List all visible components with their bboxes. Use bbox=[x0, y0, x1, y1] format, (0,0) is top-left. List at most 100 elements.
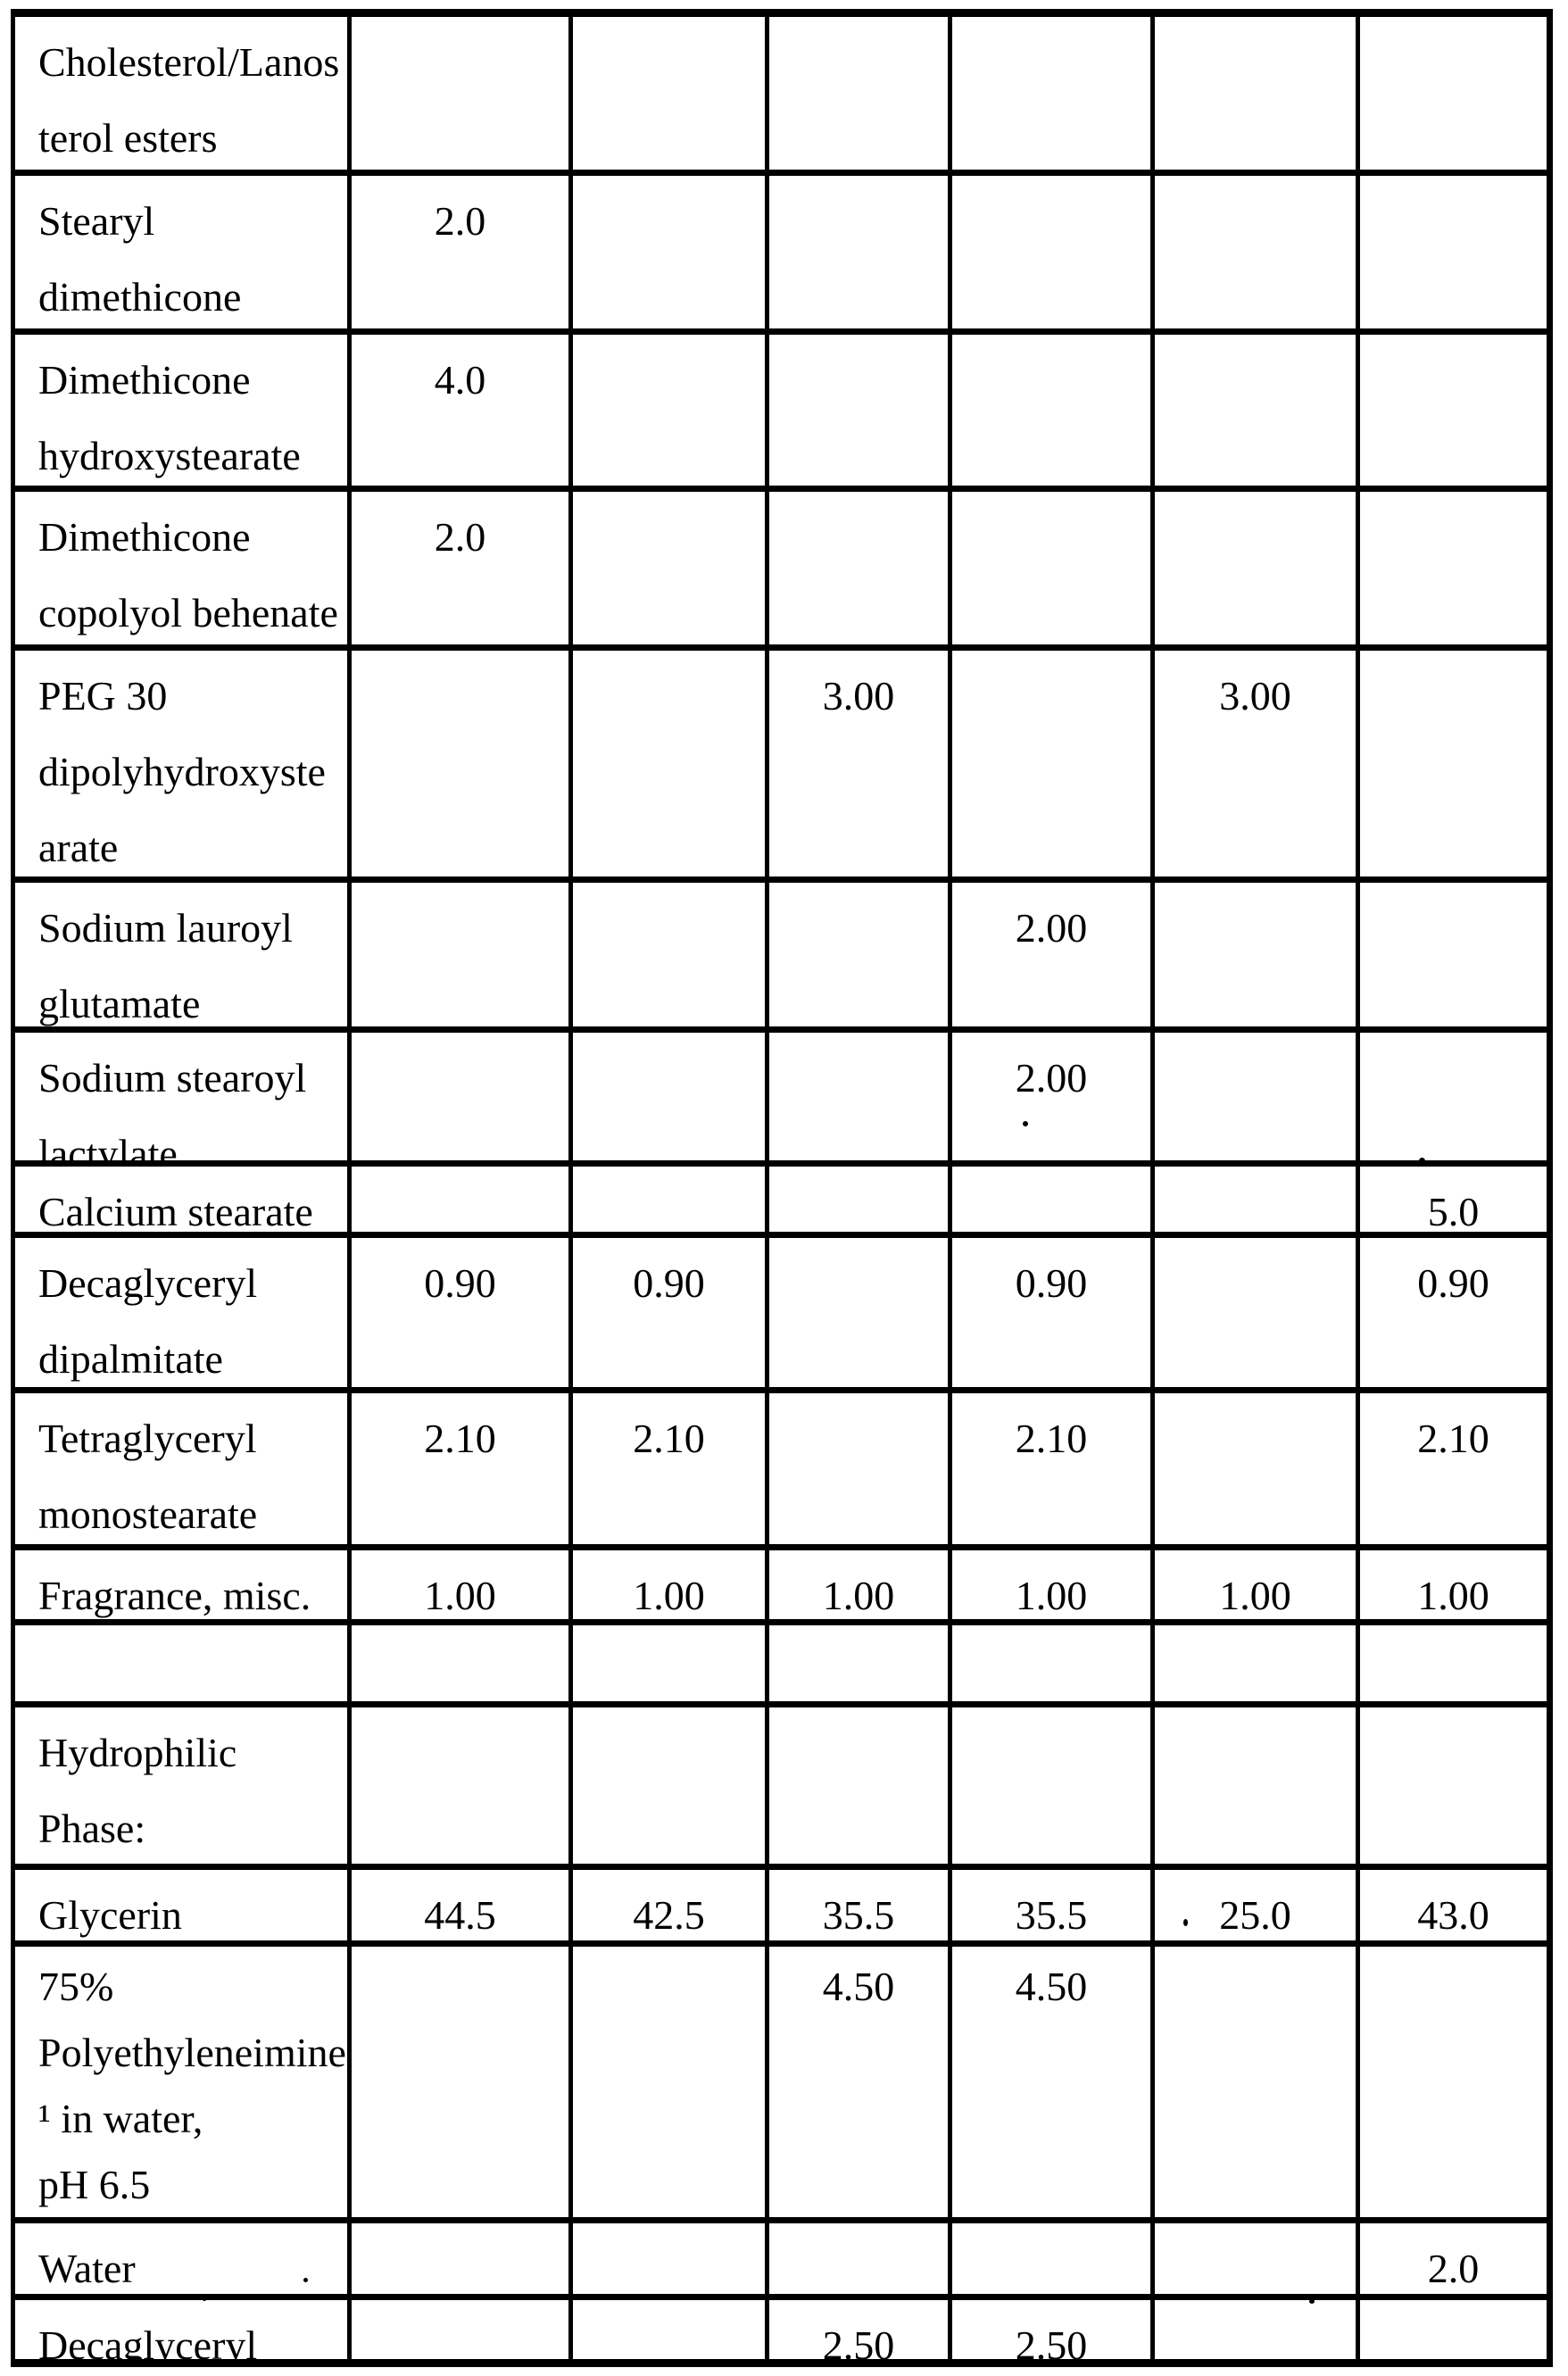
table-row: Decaglyceryl 2.50 2.50 bbox=[15, 2300, 1547, 2359]
value-cell bbox=[347, 1707, 568, 1864]
value-cell bbox=[568, 2223, 765, 2294]
table-row: Dimethicone copolyol behenate 2.0 bbox=[15, 492, 1547, 651]
ingredient-label-cell: Sodium lauroyl glutamate bbox=[15, 883, 347, 1026]
value-cell: 2.0 bbox=[347, 176, 568, 328]
value-cell: 5.0 bbox=[1356, 1167, 1547, 1232]
value-cell: 0.90 bbox=[347, 1238, 568, 1387]
table-row: Glycerin 44.5 42.5 35.5 35.5 25.0 43.0 bbox=[15, 1870, 1547, 1947]
value-cell bbox=[1356, 2300, 1547, 2359]
table-row: Decaglyceryl dipalmitate 0.90 0.90 0.90 0.90 bbox=[15, 1238, 1547, 1393]
value-cell: 1.00 bbox=[568, 1550, 765, 1619]
value-cell bbox=[765, 492, 948, 644]
table-row: PEG 30 dipolyhydroxyste arate 3.00 3.00 bbox=[15, 651, 1547, 883]
ingredient-label-cell: PEG 30 dipolyhydroxyste arate bbox=[15, 651, 347, 876]
ink-speck bbox=[1309, 2299, 1315, 2304]
ingredient-label-cell: Hydrophilic Phase: bbox=[15, 1707, 347, 1864]
value-cell bbox=[1150, 2300, 1356, 2359]
ingredient-label-cell: 75% Polyethyleneimine ¹ in water, pH 6.5 bbox=[15, 1947, 347, 2217]
value-cell bbox=[568, 1625, 765, 1701]
ingredient-label-cell: Dimethicone copolyol behenate bbox=[15, 492, 347, 644]
ink-speck bbox=[1023, 1121, 1028, 1126]
value-cell: 0.90 bbox=[948, 1238, 1150, 1387]
table-row: Water 2.0 bbox=[15, 2223, 1547, 2300]
value-cell bbox=[1356, 1033, 1547, 1160]
label-line: Dimethicone bbox=[38, 514, 251, 560]
label-line: Water bbox=[38, 2246, 136, 2291]
ingredient-label-cell: Water bbox=[15, 2223, 347, 2294]
value-cell bbox=[1150, 1033, 1356, 1160]
table-row: Hydrophilic Phase: bbox=[15, 1707, 1547, 1870]
table-row: Cholesterol/Lanos terol esters bbox=[15, 17, 1547, 176]
value-cell: 25.0 bbox=[1150, 1870, 1356, 1940]
label-line: Hydrophilic bbox=[38, 1730, 237, 1775]
label-line: Sodium stearoyl bbox=[38, 1055, 307, 1101]
value-cell bbox=[347, 2300, 568, 2359]
ingredient-label-cell bbox=[15, 1625, 347, 1701]
value-cell bbox=[347, 883, 568, 1026]
value-cell bbox=[347, 1625, 568, 1701]
value-cell bbox=[948, 335, 1150, 486]
value-cell bbox=[948, 492, 1150, 644]
value-cell bbox=[765, 1707, 948, 1864]
label-line: ¹ in water, bbox=[38, 2096, 203, 2141]
value-cell bbox=[568, 1033, 765, 1160]
value-cell bbox=[765, 335, 948, 486]
label-line: Dimethicone bbox=[38, 357, 251, 403]
table-row bbox=[15, 1625, 1547, 1707]
value-cell bbox=[1356, 883, 1547, 1026]
value-cell: 2.50 bbox=[948, 2300, 1150, 2359]
label-line: Calcium stearate bbox=[38, 1189, 313, 1232]
value-cell bbox=[1150, 176, 1356, 328]
table-row: 75% Polyethyleneimine ¹ in water, pH 6.5 4.5… bbox=[15, 1947, 1547, 2223]
label-line: Cholesterol/Lanos bbox=[38, 39, 340, 85]
table-row: Dimethicone hydroxystearate 4.0 bbox=[15, 335, 1547, 492]
value-cell bbox=[1150, 2223, 1356, 2294]
label-line: monostearate bbox=[38, 1491, 258, 1537]
value-cell bbox=[1356, 1947, 1547, 2217]
value-cell: 1.00 bbox=[1150, 1550, 1356, 1619]
label-line: 75% bbox=[38, 1964, 114, 2009]
value-cell bbox=[1150, 1947, 1356, 2217]
value-cell bbox=[1150, 883, 1356, 1026]
value-cell: 2.10 bbox=[347, 1393, 568, 1544]
value-cell bbox=[1356, 17, 1547, 170]
value-cell bbox=[1150, 492, 1356, 644]
value-cell: 2.0 bbox=[347, 492, 568, 644]
value-cell bbox=[1150, 1393, 1356, 1544]
value-cell bbox=[765, 17, 948, 170]
value-cell bbox=[568, 1947, 765, 2217]
label-line: pH 6.5 bbox=[38, 2162, 151, 2207]
label-line: Phase: bbox=[38, 1806, 146, 1851]
table-row: Calcium stearate 5.0 bbox=[15, 1167, 1547, 1238]
value-cell: 2.10 bbox=[568, 1393, 765, 1544]
value-cell: 4.0 bbox=[347, 335, 568, 486]
ingredient-label-cell: Calcium stearate bbox=[15, 1167, 347, 1232]
value-cell: 35.5 bbox=[948, 1870, 1150, 1940]
value-cell bbox=[948, 17, 1150, 170]
table-row: Stearyl dimethicone 2.0 bbox=[15, 176, 1547, 335]
value-cell bbox=[568, 883, 765, 1026]
value-cell bbox=[568, 335, 765, 486]
value-cell bbox=[347, 651, 568, 876]
ingredient-label-cell: Cholesterol/Lanos terol esters bbox=[15, 17, 347, 170]
label-line: Fragrance, misc. bbox=[38, 1573, 311, 1618]
value-cell bbox=[1356, 1625, 1547, 1701]
value-cell bbox=[765, 2223, 948, 2294]
value-cell bbox=[1150, 1625, 1356, 1701]
value-cell bbox=[765, 1033, 948, 1160]
table-row: Sodium stearoyl lactylate 2.00 bbox=[15, 1033, 1547, 1167]
value-cell bbox=[1356, 176, 1547, 328]
value-cell bbox=[568, 2300, 765, 2359]
label-line: glutamate bbox=[38, 981, 201, 1026]
value-cell bbox=[347, 1947, 568, 2217]
value-cell bbox=[1150, 1707, 1356, 1864]
value-cell: 1.00 bbox=[1356, 1550, 1547, 1619]
label-line: lactylate bbox=[38, 1131, 178, 1160]
value-cell: 43.0 bbox=[1356, 1870, 1547, 1940]
value-cell: 35.5 bbox=[765, 1870, 948, 1940]
value-cell bbox=[568, 176, 765, 328]
value-cell bbox=[1356, 1707, 1547, 1864]
value-cell bbox=[568, 1707, 765, 1864]
value-cell: 1.00 bbox=[765, 1550, 948, 1619]
